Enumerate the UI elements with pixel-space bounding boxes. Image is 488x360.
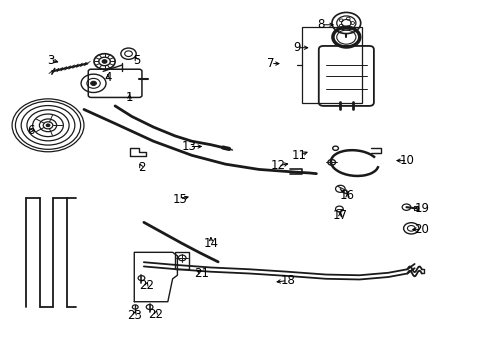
- Text: 23: 23: [126, 309, 142, 322]
- Circle shape: [46, 124, 50, 127]
- Text: 15: 15: [172, 193, 187, 206]
- Text: 8: 8: [317, 18, 324, 31]
- Text: 21: 21: [193, 267, 208, 280]
- Bar: [302, 27, 361, 103]
- Text: 14: 14: [203, 237, 218, 250]
- Text: 3: 3: [47, 54, 54, 67]
- Text: 11: 11: [291, 149, 306, 162]
- Text: 2: 2: [138, 161, 145, 174]
- Text: 19: 19: [413, 202, 428, 215]
- Text: 16: 16: [339, 189, 354, 202]
- Text: 22: 22: [148, 307, 163, 320]
- Text: 12: 12: [270, 159, 285, 172]
- Circle shape: [43, 122, 53, 129]
- Text: 17: 17: [332, 209, 347, 222]
- Text: 13: 13: [182, 140, 197, 153]
- Text: 4: 4: [104, 71, 111, 84]
- Text: 18: 18: [280, 274, 294, 287]
- Text: 20: 20: [413, 223, 428, 236]
- Text: 6: 6: [27, 124, 35, 137]
- Text: 22: 22: [139, 279, 153, 292]
- Text: 10: 10: [399, 154, 414, 167]
- Text: 5: 5: [133, 54, 140, 67]
- Text: 7: 7: [266, 57, 274, 70]
- Circle shape: [102, 60, 107, 63]
- Text: 1: 1: [125, 91, 133, 104]
- Bar: [175, 252, 189, 269]
- Circle shape: [90, 81, 96, 85]
- Text: 9: 9: [293, 41, 300, 54]
